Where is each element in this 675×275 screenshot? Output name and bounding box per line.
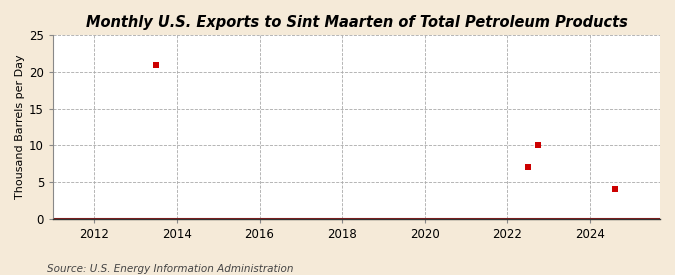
Y-axis label: Thousand Barrels per Day: Thousand Barrels per Day [15,55,25,199]
Text: Source: U.S. Energy Information Administration: Source: U.S. Energy Information Administ… [47,264,294,274]
Title: Monthly U.S. Exports to Sint Maarten of Total Petroleum Products: Monthly U.S. Exports to Sint Maarten of … [86,15,628,30]
